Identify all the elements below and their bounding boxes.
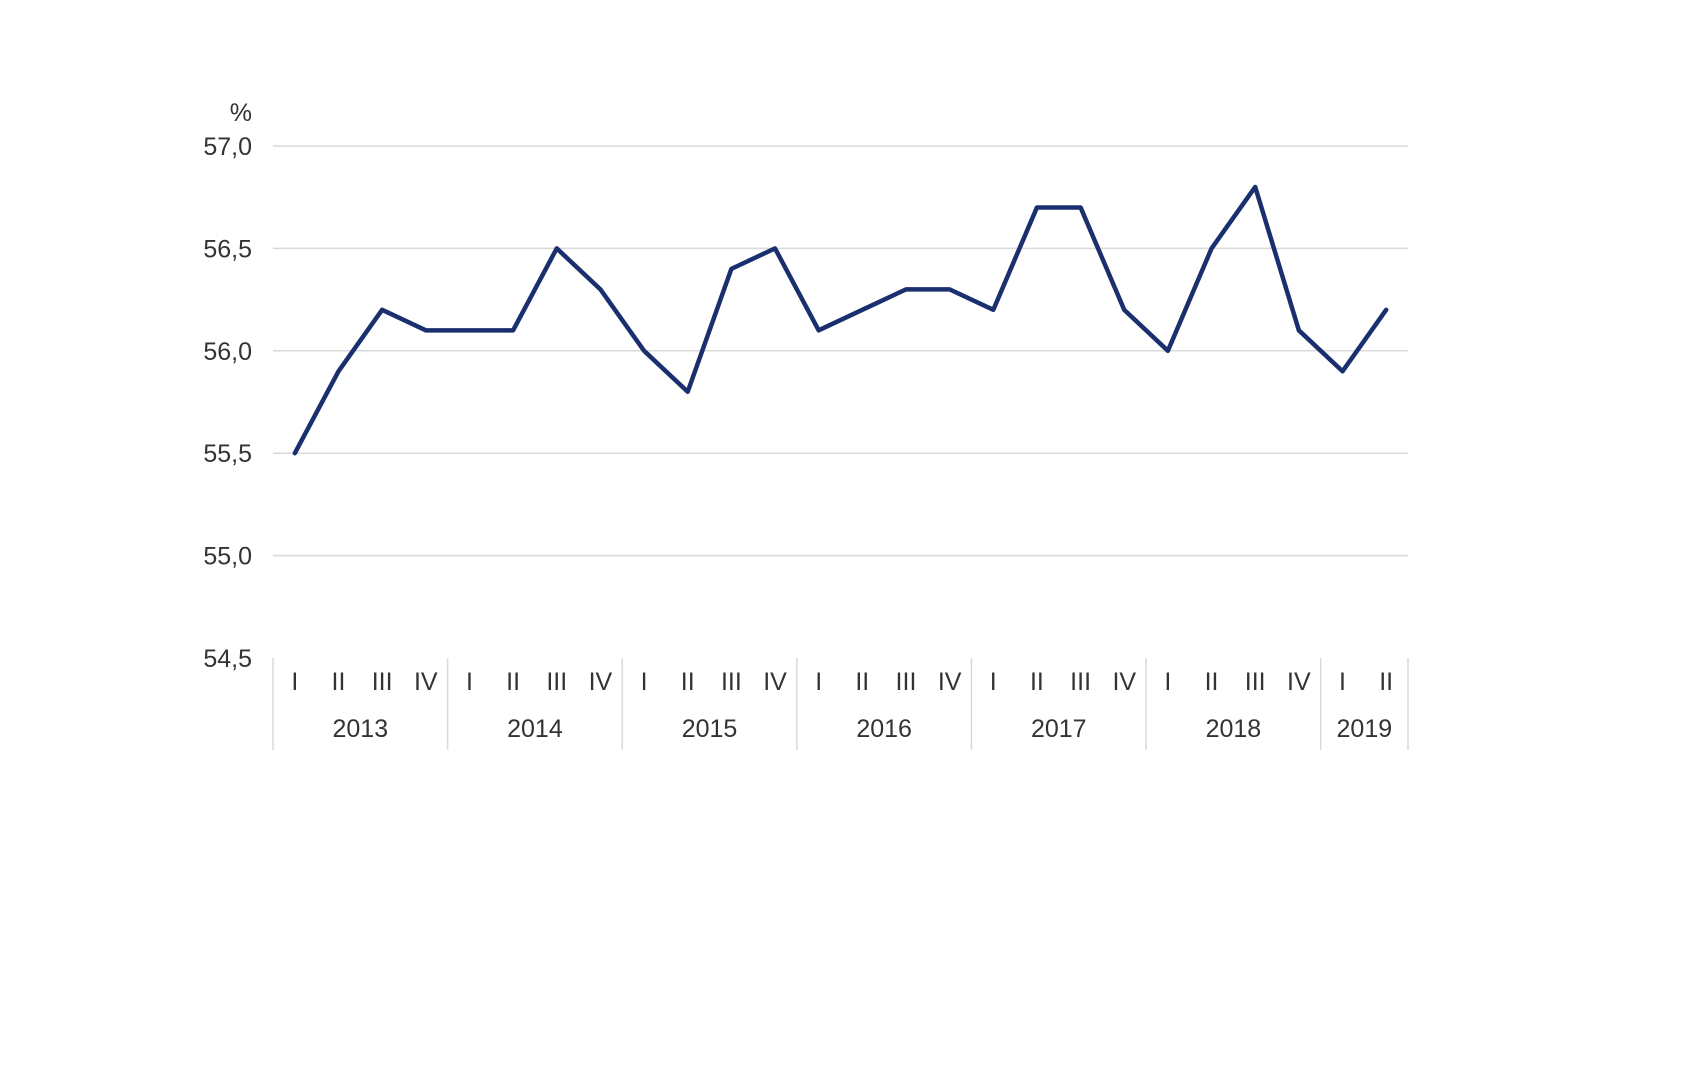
x-tick-label-quarter: III	[546, 668, 567, 696]
x-tick-label-quarter: I	[466, 668, 473, 696]
x-tick-label-quarter: IV	[1287, 668, 1311, 696]
x-tick-label-quarter: III	[1070, 668, 1091, 696]
x-tick-label-quarter: II	[332, 668, 346, 696]
x-tick-label-quarter: III	[896, 668, 917, 696]
y-tick-label: 57,0	[203, 133, 252, 161]
x-tick-label-year: 2015	[682, 715, 738, 743]
x-tick-label-quarter: II	[506, 668, 520, 696]
x-tick-label-quarter: I	[1164, 668, 1171, 696]
x-tick-label-year: 2018	[1206, 715, 1262, 743]
x-tick-label-year: 2017	[1031, 715, 1087, 743]
x-tick-label-quarter: II	[681, 668, 695, 696]
x-tick-label-quarter: IV	[414, 668, 438, 696]
x-tick-label-quarter: IV	[763, 668, 787, 696]
x-tick-label-year: 2016	[856, 715, 912, 743]
x-tick-label-quarter: III	[1245, 668, 1266, 696]
x-tick-label-quarter: I	[815, 668, 822, 696]
y-tick-label: 55,0	[203, 543, 252, 571]
x-tick-label-quarter: III	[721, 668, 742, 696]
y-tick-label: 56,5	[203, 235, 252, 263]
x-tick-label-quarter: III	[372, 668, 393, 696]
y-tick-label: 56,0	[203, 338, 252, 366]
x-axis: I II III IV I II III IV I II III IV I II III IV I II III IV…	[272, 658, 1409, 750]
x-tick-label-quarter: IV	[938, 668, 962, 696]
x-tick-label-quarter: I	[990, 668, 997, 696]
x-tick-label-year: 2014	[507, 715, 563, 743]
x-tick-label-quarter: II	[855, 668, 869, 696]
x-tick-label-year: 2013	[332, 715, 388, 743]
y-tick-label: 54,5	[203, 645, 252, 673]
x-tick-label-quarter: II	[1030, 668, 1044, 696]
x-tick-label-year: 2019	[1337, 715, 1393, 743]
y-axis-unit-label: %	[230, 99, 252, 127]
x-tick-label-quarter: I	[641, 668, 648, 696]
series	[292, 184, 1389, 456]
x-tick-label-quarter: II	[1205, 668, 1219, 696]
y-tick-label: 55,5	[203, 440, 252, 468]
x-tick-label-quarter: IV	[589, 668, 613, 696]
x-tick-label-quarter: II	[1379, 668, 1393, 696]
gridlines	[273, 145, 1408, 557]
x-tick-label-quarter: I	[1339, 668, 1346, 696]
series-line	[292, 184, 1389, 456]
x-tick-label-quarter: IV	[1112, 668, 1136, 696]
y-axis: % 54,5 55,0 55,5 56,0 56,5 57,0	[203, 99, 252, 673]
x-tick-label-quarter: I	[291, 668, 298, 696]
